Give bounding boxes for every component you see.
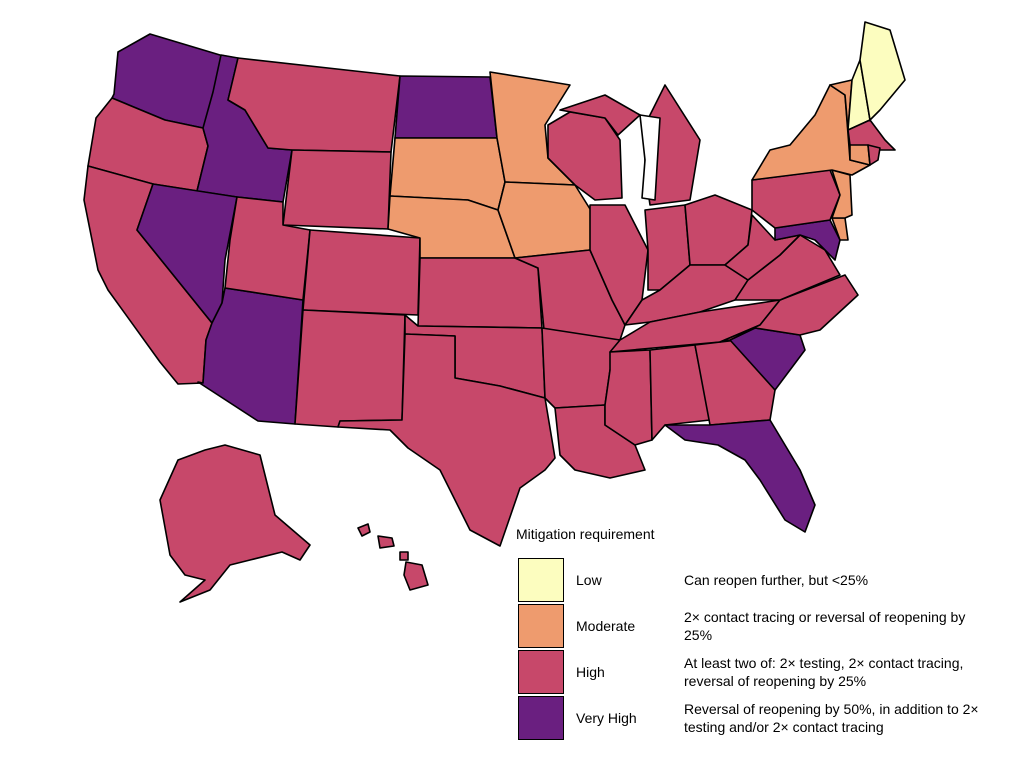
- state-RI: [867, 144, 881, 166]
- state-AL: [649, 344, 711, 441]
- legend-row-low: Low Can reopen further, but <25%: [518, 558, 998, 602]
- state-HI: [357, 523, 429, 591]
- legend-level-very-high: Very High: [576, 710, 637, 726]
- state-FL: [664, 419, 816, 533]
- state-ME: [859, 21, 906, 121]
- legend-desc-very-high: Reversal of reopening by 50%, in additio…: [684, 701, 979, 735]
- state-AK: [159, 444, 311, 603]
- legend-swatch-very-high: [518, 696, 564, 740]
- legend-swatch-moderate: [518, 604, 564, 648]
- legend-desc-high: At least two of: 2× testing, 2× contact …: [684, 655, 964, 689]
- legend-swatch-high: [518, 650, 564, 694]
- legend-desc-moderate: 2× contact tracing or reversal of reopen…: [684, 609, 966, 643]
- legend-level-moderate: Moderate: [576, 618, 636, 634]
- lake-michigan: [639, 114, 661, 201]
- state-ND: [394, 75, 498, 139]
- state-IA: [497, 181, 601, 259]
- legend-title: Mitigation requirement: [516, 526, 655, 542]
- legend-row-high: High At least two of: 2× testing, 2× con…: [518, 650, 998, 694]
- legend-swatch-low: [518, 558, 564, 602]
- legend-level-low: Low: [576, 572, 602, 588]
- state-NC: [719, 274, 859, 343]
- state-CO: [302, 229, 421, 316]
- state-MD: [774, 219, 841, 261]
- legend-row-very-high: Very High Reversal of reopening by 50%, …: [518, 696, 998, 740]
- state-KS: [417, 257, 543, 329]
- legend-desc-low: Can reopen further, but <25%: [684, 572, 869, 588]
- state-NM: [294, 309, 406, 428]
- state-TX: [337, 333, 556, 547]
- legend-level-high: High: [576, 664, 605, 680]
- state-WY: [282, 149, 392, 230]
- legend-row-moderate: Moderate 2× contact tracing or reversal …: [518, 604, 998, 648]
